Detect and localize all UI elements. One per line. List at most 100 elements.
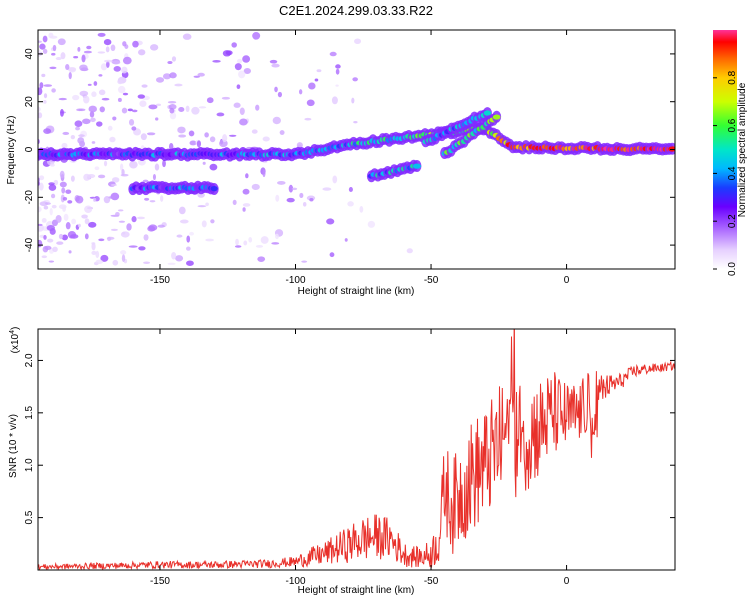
noise-blob [93, 81, 98, 86]
noise-blob [238, 70, 246, 79]
noise-blob [60, 52, 66, 60]
figure-title: C2E1.2024.299.03.33.R22 [279, 3, 433, 18]
noise-blob [329, 252, 335, 258]
noise-blob [129, 160, 138, 169]
noise-blob [91, 91, 97, 98]
noise-blob [148, 224, 158, 231]
noise-blob [137, 216, 145, 220]
noise-blob [68, 72, 72, 80]
noise-blob [257, 256, 266, 263]
noise-blob [55, 214, 62, 223]
noise-blob [100, 254, 109, 262]
noise-blob [197, 72, 205, 77]
noise-blob [143, 261, 151, 265]
noise-blob [88, 105, 98, 113]
noise-blob [406, 248, 413, 254]
noise-blob [38, 223, 43, 226]
noise-blob [58, 97, 67, 101]
noise-blob [168, 104, 177, 110]
noise-blob [100, 63, 108, 71]
noise-blob [65, 189, 72, 194]
noise-blob [42, 35, 48, 43]
noise-blob [70, 175, 75, 182]
noise-blob [138, 246, 146, 251]
noise-blob [61, 234, 69, 241]
noise-blob [155, 77, 165, 83]
noise-blob [242, 188, 250, 195]
noise-blob [74, 120, 83, 128]
noise-blob [157, 224, 165, 228]
noise-blob [68, 67, 76, 73]
noise-blob [189, 140, 197, 146]
noise-blob [235, 238, 239, 246]
noise-blob [206, 97, 214, 104]
noise-blob [73, 56, 79, 59]
x-tick-label: -50 [424, 275, 439, 286]
noise-blob [122, 56, 132, 65]
noise-blob [347, 201, 354, 207]
noise-blob [236, 84, 241, 90]
noise-blob [309, 198, 314, 202]
noise-blob [65, 222, 71, 230]
spectrogram-ylabel: Frequency (Hz) [6, 116, 17, 185]
noise-blob [82, 118, 91, 125]
noise-blob [48, 184, 57, 191]
noise-blob [62, 196, 68, 201]
noise-blob [131, 216, 137, 223]
noise-blob [291, 187, 298, 191]
noise-blob [205, 202, 209, 207]
noise-blob [38, 40, 42, 43]
snr-axes: -150 -100 -50 0 0.5 1.0 1.5 2.0 [24, 329, 675, 587]
noise-blob [48, 260, 55, 263]
noise-blob [49, 66, 57, 70]
noise-blob [131, 109, 138, 113]
noise-blob [352, 77, 358, 82]
noise-blob [121, 168, 125, 176]
noise-blob [48, 32, 54, 39]
noise-blob [91, 242, 96, 251]
noise-blob [99, 106, 105, 113]
noise-blob [277, 91, 282, 98]
noise-blob [77, 223, 81, 228]
noise-blob [359, 206, 364, 213]
noise-blob [275, 233, 279, 240]
y-tick-label: -40 [24, 237, 35, 252]
noise-blob [39, 82, 44, 89]
colorbar-tick-label: 0.0 [727, 262, 738, 276]
noise-blob [335, 64, 341, 69]
noise-blob [326, 218, 335, 225]
noise-blob [248, 237, 253, 243]
noise-blob [242, 203, 251, 207]
colorbar: 0.0 0.2 0.4 0.6 0.8 Normalized spectral ampl… [713, 30, 748, 276]
noise-blob [45, 202, 51, 205]
noise-blob [152, 173, 156, 181]
noise-blob [255, 245, 264, 248]
noise-blob [56, 241, 64, 245]
noise-blob [98, 238, 105, 242]
snr-scale-label: (x104) [9, 327, 21, 354]
noise-blob [137, 49, 146, 56]
noise-blob [167, 100, 177, 104]
noise-blob [177, 126, 186, 134]
noise-blob [117, 209, 124, 212]
noise-blob [201, 220, 207, 228]
noise-blob [149, 200, 156, 203]
noise-blob [76, 108, 83, 112]
trace-core [483, 110, 492, 116]
noise-blob [140, 133, 147, 141]
noise-blob [188, 130, 195, 137]
noise-blob [87, 173, 96, 179]
noise-blob [104, 59, 113, 63]
noise-blob [234, 63, 242, 71]
snr-frame [37, 328, 676, 571]
noise-blob [61, 187, 66, 194]
noise-blob [308, 82, 316, 90]
noise-blob [95, 259, 104, 265]
trace-core [412, 163, 422, 169]
noise-blob [78, 134, 85, 138]
noise-blob [271, 242, 280, 245]
trace-core [210, 186, 218, 192]
noise-blob [111, 60, 121, 65]
noise-blob [106, 236, 115, 240]
noise-blob [142, 179, 149, 183]
